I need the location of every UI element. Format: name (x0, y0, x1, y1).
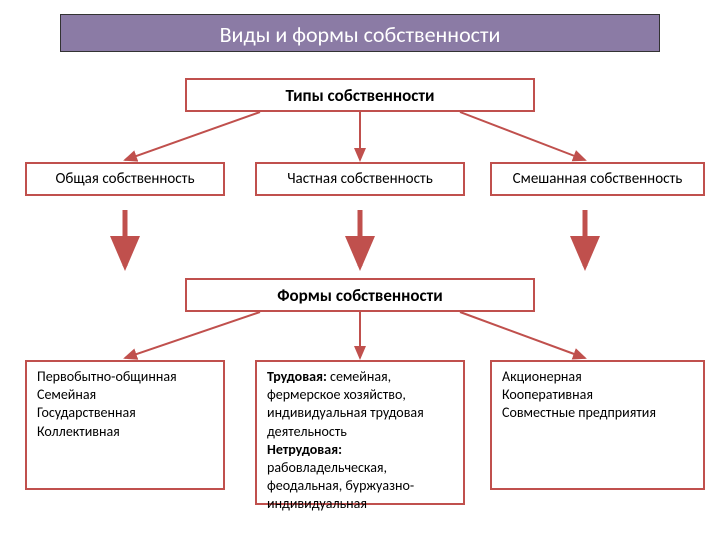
forms-common-text: Первобытно-общиннаяСемейнаяГосударственн… (37, 368, 177, 441)
node-forms-mixed: АкционернаяКооперативнаяСовместные предп… (490, 360, 705, 490)
node-mixed-property: Смешанная собственность (490, 162, 705, 196)
section-forms-header: Формы собственности (185, 278, 535, 312)
node-mixed-label: Смешанная собственность (513, 170, 683, 188)
section-types-label: Типы собственности (286, 85, 435, 106)
section-forms-label: Формы собственности (277, 285, 443, 306)
node-private-property: Частная собственность (255, 162, 465, 196)
node-forms-common: Первобытно-общиннаяСемейнаяГосударственн… (25, 360, 225, 490)
node-private-label: Частная собственность (287, 170, 433, 188)
forms-mixed-text: АкционернаяКооперативнаяСовместные предп… (502, 368, 656, 423)
node-common-label: Общая собственность (55, 170, 194, 188)
forms-private-text: Трудовая: семейная, фермерское хозяйство… (267, 368, 453, 514)
page-title-bar: Виды и формы собственности (60, 14, 660, 52)
page-title: Виды и формы собственности (61, 15, 659, 54)
node-forms-private: Трудовая: семейная, фермерское хозяйство… (255, 360, 465, 505)
node-common-property: Общая собственность (25, 162, 225, 196)
section-types-header: Типы собственности (185, 78, 535, 112)
